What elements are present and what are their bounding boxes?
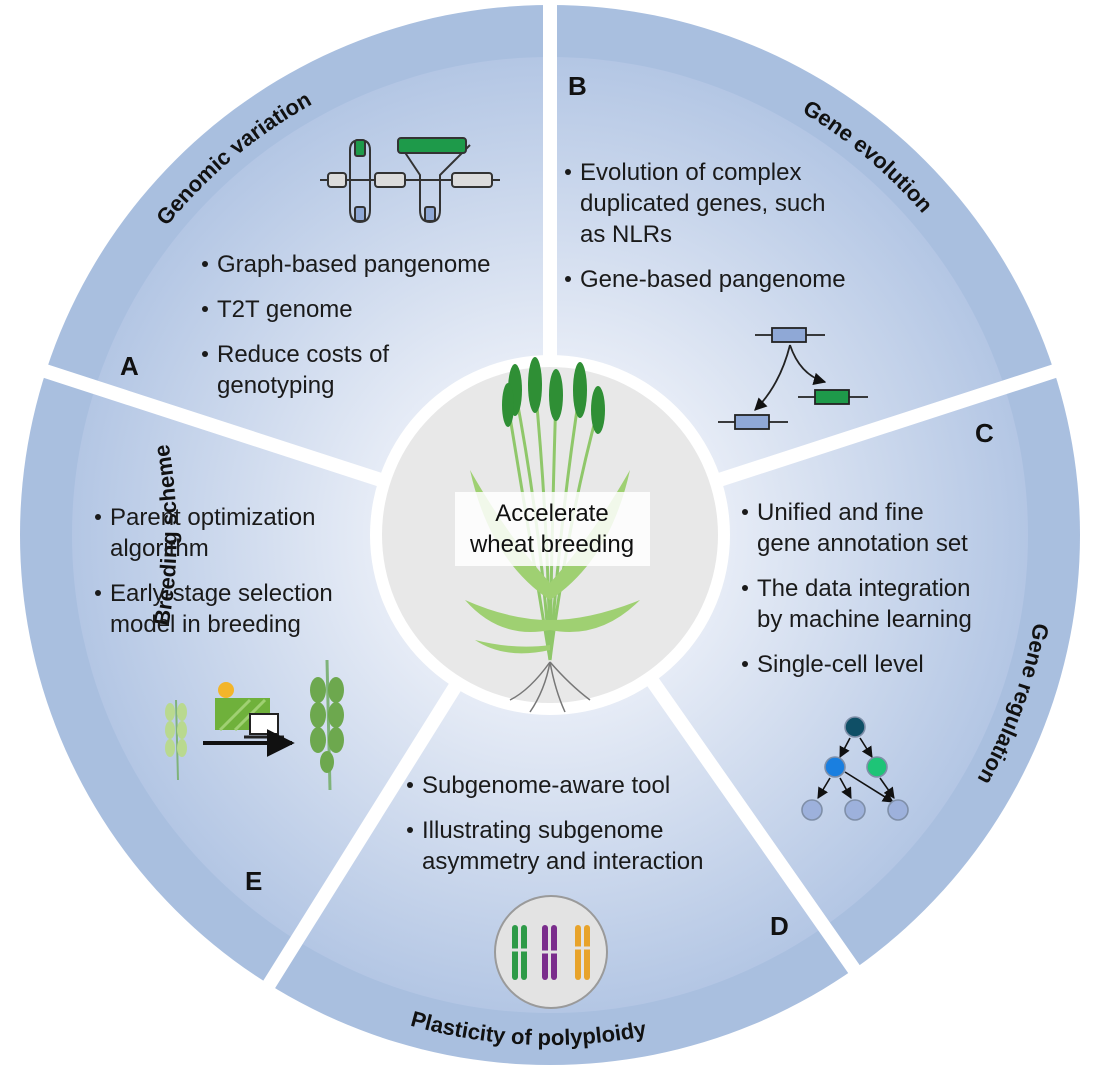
chromosomes-icon: [494, 895, 608, 1009]
center-label-line1: Accelerate: [495, 500, 608, 527]
laptop-icon: [244, 713, 284, 739]
mature-wheat-ear-icon: [310, 659, 344, 791]
small-wheat-ear-icon: [165, 699, 187, 781]
bullet-line: duplicated genes, such: [580, 190, 826, 217]
bullet-line: asymmetry and interaction: [422, 848, 703, 875]
bullet-line: Parent optimization: [110, 504, 315, 531]
section-c-bullets: Unified and fine gene annotation set The d…: [742, 499, 972, 678]
bullet-line: by machine learning: [757, 606, 972, 633]
separator-line: [257, 675, 466, 997]
section-b-letter: B: [568, 71, 587, 101]
section-e-bullets: Parent optimization algorithm Early-stage …: [95, 504, 333, 638]
bullet-line: algorithm: [110, 535, 209, 562]
bullet-line: Reduce costs of: [217, 341, 389, 368]
regulatory-network-icon: [801, 716, 909, 821]
bullet-line: Early-stage selection: [110, 580, 333, 607]
bullet-line: as NLRs: [580, 221, 672, 248]
center-label-line2: wheat breeding: [469, 531, 634, 558]
bullet-line: Evolution of complex: [580, 159, 801, 186]
bullet-dot: [202, 261, 208, 267]
graph-pangenome-icon: [320, 137, 500, 224]
separator-line: [709, 361, 1066, 490]
breeding-pipeline-icon: [165, 659, 344, 791]
bullet-dot: [407, 782, 413, 788]
separator-line: [34, 361, 391, 490]
section-separators: [34, 0, 1066, 997]
bullet-line: T2T genome: [217, 296, 353, 323]
bullet-line: genotyping: [217, 372, 334, 399]
bullet-dot: [95, 514, 101, 520]
bullet-dot: [742, 661, 748, 667]
bullet-dot: [742, 509, 748, 515]
bullet-dot: [565, 276, 571, 282]
bullet-dot: [202, 351, 208, 357]
bullet-dot: [202, 306, 208, 312]
section-b-bullets: Evolution of complex duplicated genes, su…: [565, 159, 846, 293]
section-d-bullets: Subgenome-aware tool Illustrating subgeno…: [407, 772, 703, 875]
gene-duplication-icon: [718, 327, 868, 430]
center-label-box: [455, 492, 650, 566]
bullet-line: Unified and fine: [757, 499, 924, 526]
section-c-letter: C: [975, 418, 994, 448]
section-a-bullets: Graph-based pangenome T2T genome Reduce co…: [202, 251, 491, 399]
bullet-line: The data integration: [757, 575, 970, 602]
separator-line: [641, 670, 866, 982]
section-d-letter: D: [770, 911, 789, 941]
bullet-dot: [95, 590, 101, 596]
bullet-line: Subgenome-aware tool: [422, 772, 670, 799]
bullet-line: Graph-based pangenome: [217, 251, 491, 278]
bullet-line: Single-cell level: [757, 651, 924, 678]
bullet-line: Gene-based pangenome: [580, 266, 846, 293]
bullet-dot: [742, 585, 748, 591]
bullet-line: model in breeding: [110, 611, 301, 638]
section-e-letter: E: [245, 866, 262, 896]
bullet-line: Illustrating subgenome: [422, 817, 663, 844]
bullet-dot: [407, 827, 413, 833]
section-a-letter: A: [120, 351, 139, 381]
bullet-line: gene annotation set: [757, 530, 968, 557]
bullet-dot: [565, 169, 571, 175]
